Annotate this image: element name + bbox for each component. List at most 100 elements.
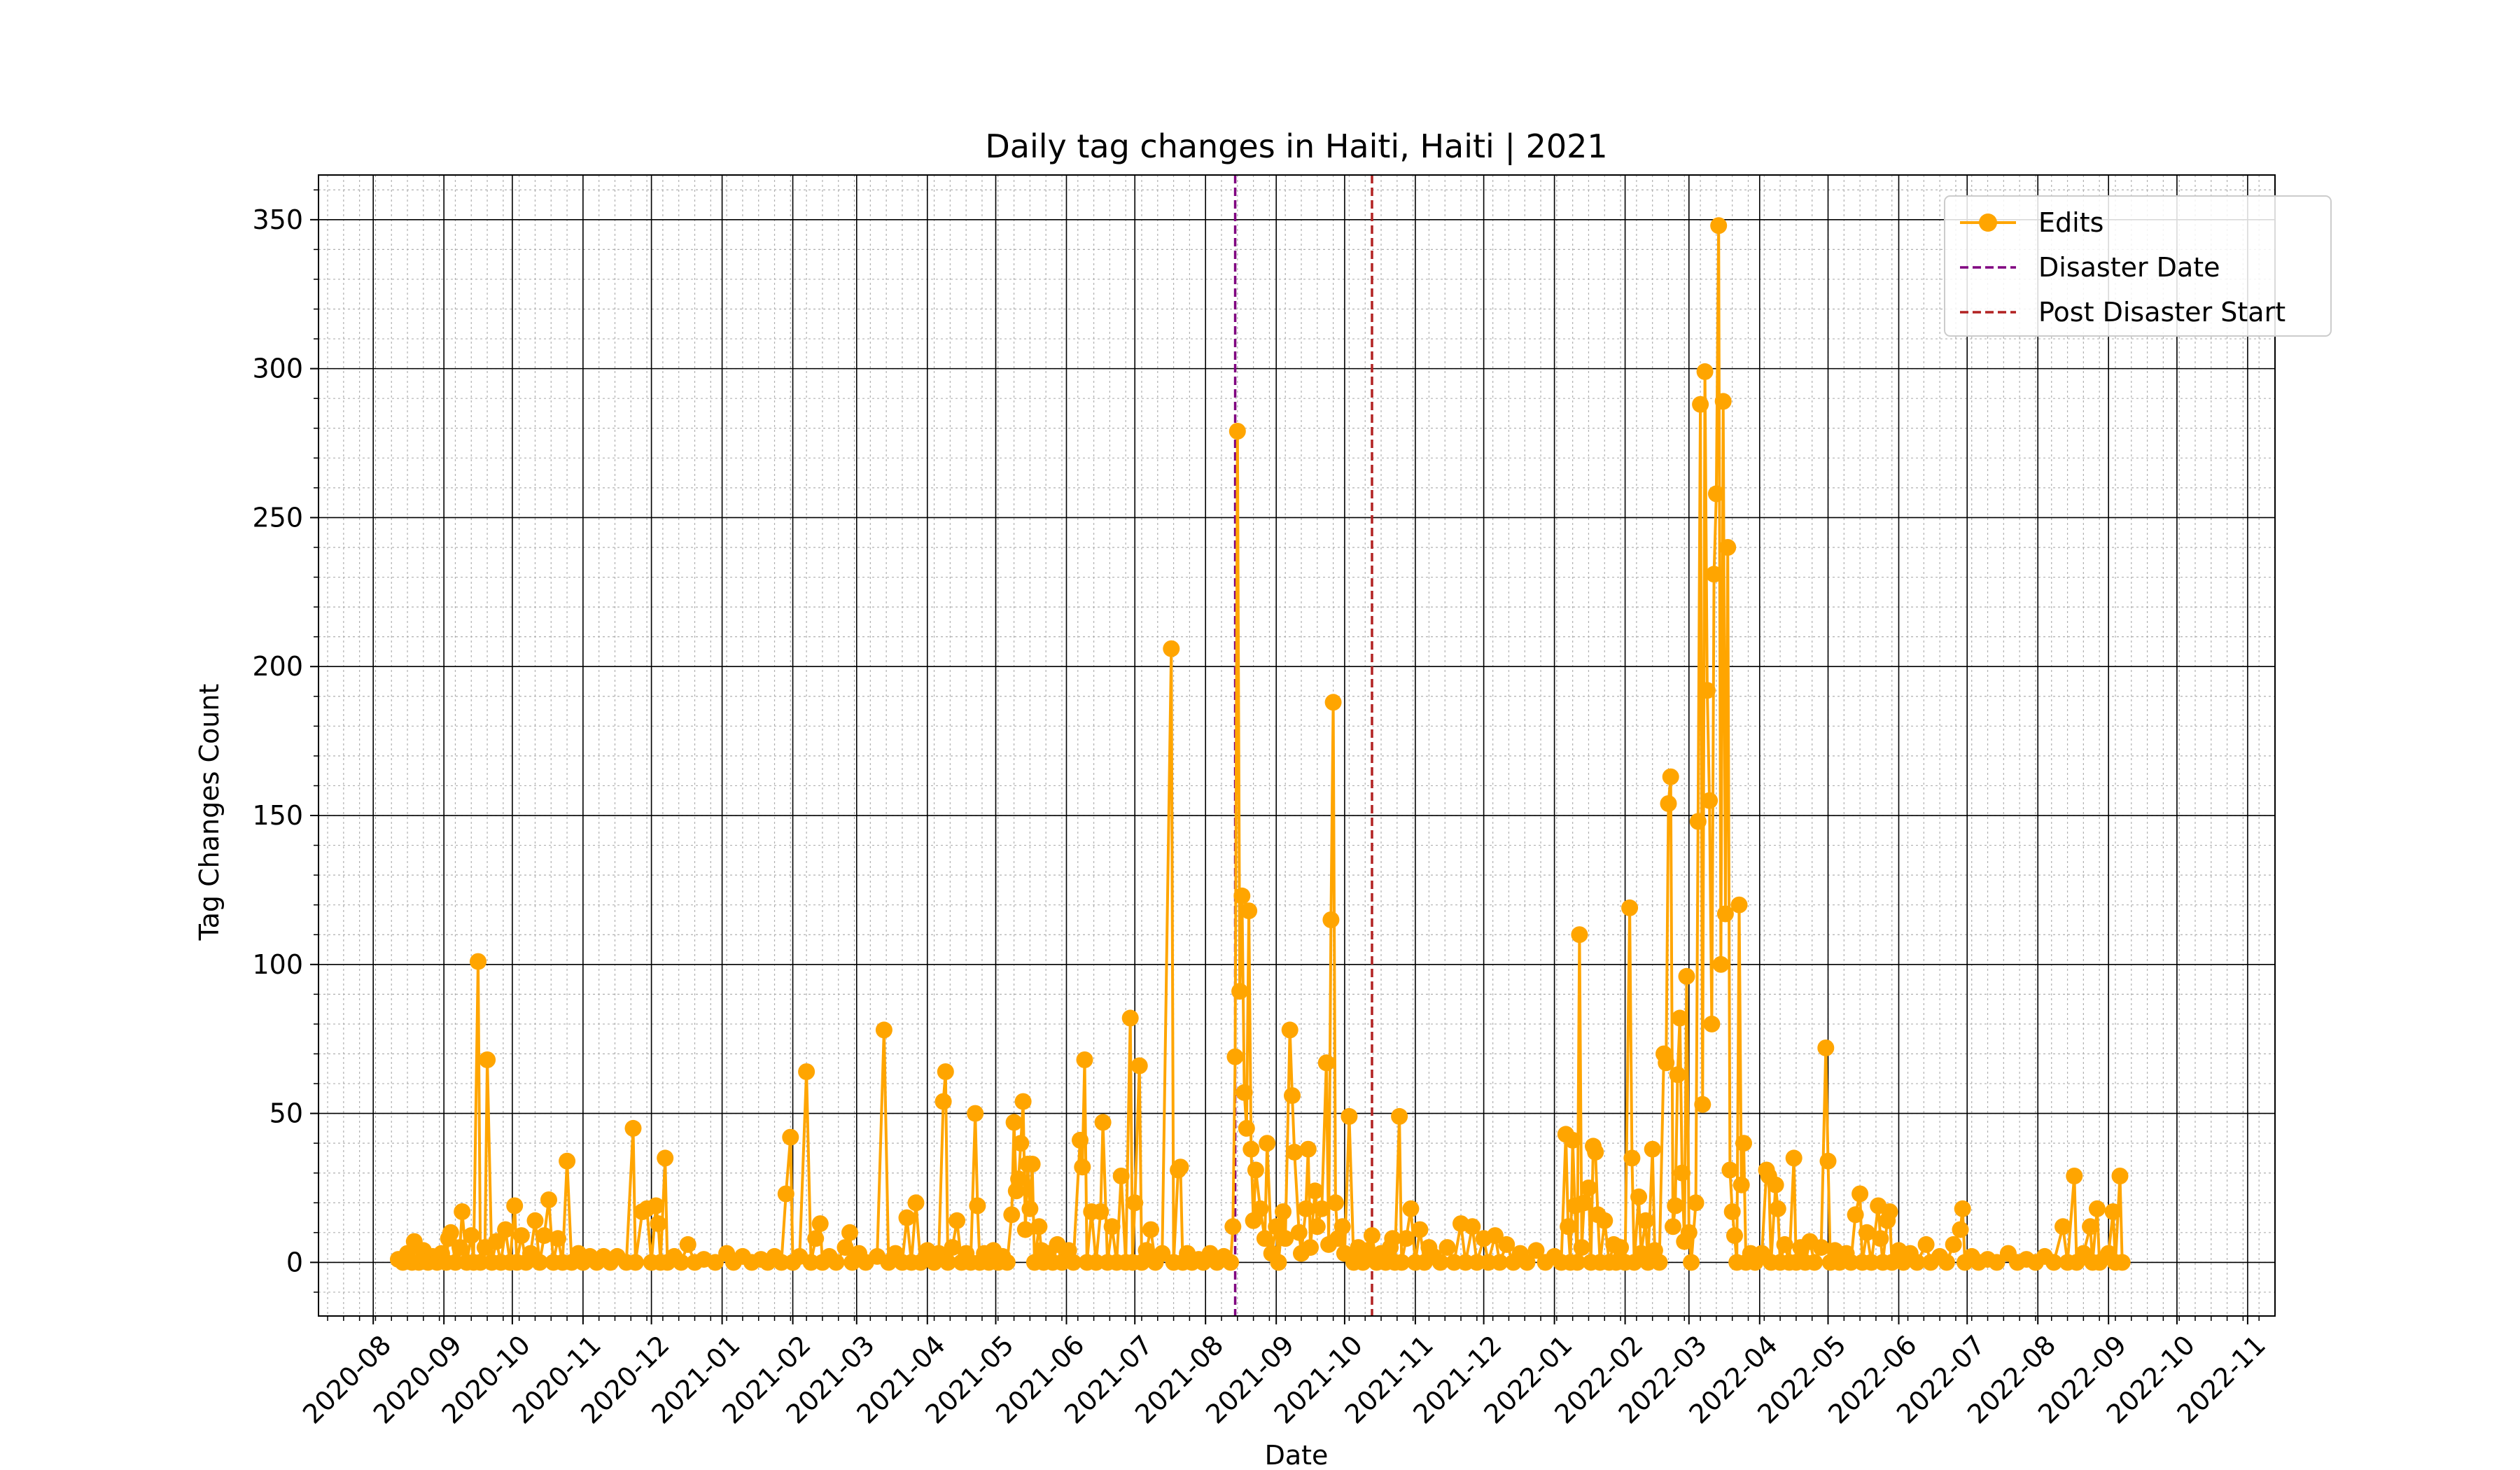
data-point xyxy=(706,1254,724,1271)
data-point xyxy=(1716,905,1734,923)
data-point xyxy=(1130,1057,1148,1074)
data-point xyxy=(1256,1230,1273,1247)
data-point xyxy=(1671,1009,1688,1027)
data-point xyxy=(1667,1197,1684,1214)
data-point xyxy=(1240,902,1258,920)
data-point xyxy=(1154,1245,1171,1262)
data-point xyxy=(811,1215,829,1233)
data-point xyxy=(798,1063,816,1080)
data-point xyxy=(1988,1254,2005,1271)
data-point xyxy=(470,953,486,970)
series-line xyxy=(397,224,2124,1264)
data-point xyxy=(1721,1161,1739,1179)
data-point xyxy=(1286,1143,1303,1161)
data-point xyxy=(1714,393,1732,410)
data-point xyxy=(1268,1218,1285,1236)
data-point xyxy=(1012,1135,1030,1152)
data-point xyxy=(1491,1254,1508,1271)
data-point xyxy=(1259,1135,1276,1152)
data-point xyxy=(673,1254,690,1271)
legend-post-disaster-label: Post Disaster Start xyxy=(2038,297,2286,328)
data-point xyxy=(1030,1218,1048,1236)
legend-edits-marker xyxy=(1979,214,1997,232)
data-point xyxy=(463,1227,480,1245)
data-point xyxy=(998,1254,1016,1271)
data-point xyxy=(1776,1236,1793,1253)
data-point xyxy=(1163,640,1180,657)
data-point xyxy=(1138,1242,1155,1259)
data-point xyxy=(1072,1131,1088,1149)
data-point xyxy=(1687,1194,1704,1212)
data-point xyxy=(1819,1152,1837,1170)
data-point xyxy=(1851,1185,1869,1203)
data-point xyxy=(1573,1239,1590,1256)
data-point xyxy=(1723,1203,1741,1220)
data-point xyxy=(526,1212,544,1229)
data-point xyxy=(1680,1224,1698,1241)
data-point xyxy=(1674,1164,1690,1182)
x-axis-ticks: 2020-082020-092020-102020-112020-122021-… xyxy=(297,1316,2272,1429)
y-tick-label: 50 xyxy=(270,1098,303,1129)
data-point xyxy=(1917,1236,1935,1253)
chart-title: Daily tag changes in Haiti, Haiti | 2021 xyxy=(985,127,1607,166)
data-point xyxy=(807,1230,825,1247)
data-point xyxy=(497,1221,514,1238)
data-point xyxy=(1094,1114,1112,1131)
data-point xyxy=(1596,1212,1614,1229)
data-point xyxy=(2082,1218,2099,1236)
data-point xyxy=(1858,1224,1875,1241)
data-point xyxy=(1498,1236,1516,1253)
data-point xyxy=(1692,396,1709,413)
data-point xyxy=(1302,1239,1319,1256)
y-axis-label: Tag Changes Count xyxy=(194,684,225,941)
data-point xyxy=(907,1194,925,1212)
data-point xyxy=(1732,1176,1750,1194)
data-point xyxy=(1527,1242,1545,1259)
data-point xyxy=(679,1236,696,1253)
data-point xyxy=(1334,1218,1351,1236)
data-point xyxy=(937,1063,954,1080)
data-point xyxy=(1630,1188,1648,1205)
data-point xyxy=(1277,1230,1294,1247)
data-point xyxy=(1464,1218,1481,1236)
data-point xyxy=(1340,1107,1358,1125)
data-point xyxy=(1275,1203,1292,1220)
data-point xyxy=(1074,1158,1091,1176)
data-point xyxy=(1297,1200,1315,1217)
data-point xyxy=(626,1254,644,1271)
data-point xyxy=(969,1197,986,1214)
data-point xyxy=(1683,1254,1700,1271)
data-point xyxy=(1242,1140,1260,1158)
data-point xyxy=(1662,768,1679,785)
data-point xyxy=(1938,1254,1955,1271)
data-point xyxy=(1705,566,1723,583)
data-point xyxy=(1669,1066,1686,1084)
data-point xyxy=(1023,1156,1041,1172)
data-point xyxy=(1806,1254,1823,1271)
data-point xyxy=(536,1227,553,1245)
legend: Edits Disaster Date Post Disaster Start xyxy=(1944,195,2332,337)
data-point xyxy=(1126,1194,1144,1212)
data-point xyxy=(1306,1182,1324,1200)
y-tick-label: 150 xyxy=(252,800,303,831)
data-point xyxy=(442,1224,459,1241)
data-point xyxy=(1660,795,1677,812)
data-point xyxy=(1322,911,1340,928)
data-point xyxy=(948,1212,966,1229)
data-point xyxy=(2104,1203,2122,1220)
data-point xyxy=(1391,1107,1408,1125)
data-point xyxy=(944,1239,961,1256)
data-point xyxy=(1014,1093,1032,1110)
data-point xyxy=(1637,1212,1654,1229)
data-point xyxy=(1623,1149,1641,1167)
data-point xyxy=(939,1254,957,1271)
data-point xyxy=(1769,1200,1786,1217)
data-point xyxy=(479,1051,496,1068)
data-point xyxy=(1730,896,1748,913)
data-point xyxy=(836,1239,854,1256)
data-point xyxy=(1313,1200,1331,1217)
data-point xyxy=(777,1185,794,1203)
data-point xyxy=(454,1203,471,1220)
data-point xyxy=(1103,1218,1121,1236)
data-point xyxy=(1847,1206,1864,1224)
